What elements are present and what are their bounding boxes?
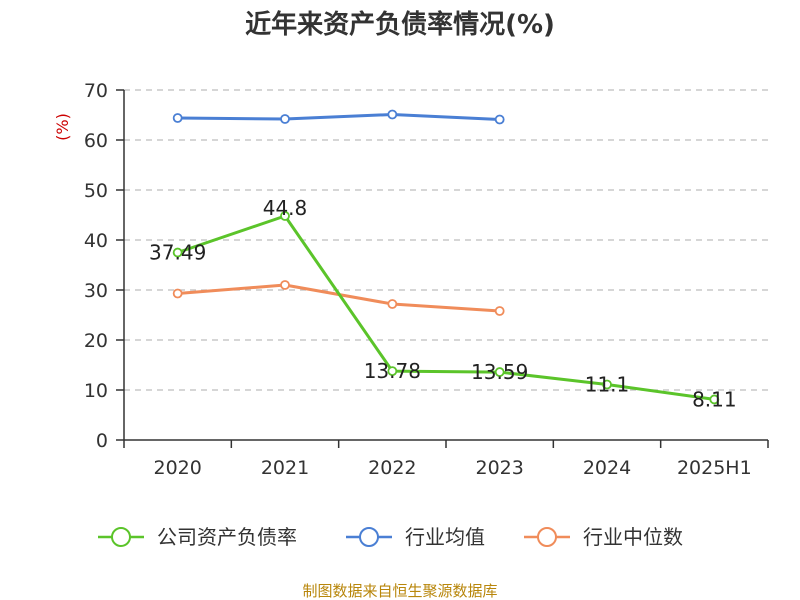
legend-label: 行业均值 (405, 525, 485, 549)
series-line (177, 214, 715, 401)
y-tick-label: 40 (84, 230, 108, 252)
data-label: 37.49 (149, 241, 206, 265)
x-tick-label: 2022 (368, 457, 416, 479)
y-tick-label: 20 (84, 330, 108, 352)
chart-title: 近年来资产负债率情况(%) (245, 9, 555, 40)
legend-item: 公司资产负债率 (98, 525, 297, 549)
series-line (177, 113, 500, 121)
y-tick-label: 50 (84, 180, 108, 202)
legend-marker (111, 527, 131, 547)
data-point (387, 366, 398, 377)
legend-marker (537, 527, 557, 547)
x-tick-label: 2020 (153, 457, 201, 479)
data-point (280, 280, 290, 290)
data-point (494, 114, 505, 125)
data-label: 8.11 (692, 387, 737, 411)
data-point (387, 299, 398, 309)
data-point (387, 109, 398, 120)
x-tick-label: 2024 (583, 457, 631, 479)
legend-label: 行业中位数 (583, 525, 683, 549)
data-labels: 37.49 44.8 13.78 13.59 11.1 8.11 (149, 196, 737, 411)
data-point (280, 114, 290, 124)
grid (124, 89, 768, 391)
data-point (494, 367, 505, 377)
y-tick-label: 30 (84, 280, 108, 302)
data-label: 13.78 (364, 359, 421, 383)
data-point (172, 288, 183, 299)
legend-label: 公司资产负债率 (157, 525, 297, 549)
data-point (494, 306, 505, 316)
data-label: 13.59 (471, 360, 528, 384)
x-tick-label: 2021 (261, 457, 309, 479)
data-point (709, 394, 720, 405)
source-note: 制图数据来自恒生聚源数据库 (302, 582, 497, 600)
y-tick-label: 60 (84, 130, 108, 152)
data-label: 44.8 (263, 196, 308, 220)
legend-item: 行业中位数 (524, 525, 683, 549)
data-label: 11.1 (585, 373, 630, 397)
data-point (280, 211, 290, 221)
series-line (177, 283, 500, 313)
legend-marker (359, 527, 379, 547)
axes: 0 10 20 30 40 50 60 70 2020 2021 2022 2023 2024 2025H… (84, 80, 769, 479)
y-tick-label: 70 (84, 80, 108, 102)
x-tick-label: 2023 (475, 457, 523, 479)
data-point (602, 379, 612, 390)
y-tick-label: 10 (84, 380, 108, 402)
series-layer (172, 109, 720, 405)
data-point (172, 113, 183, 123)
legend-item: 行业均值 (346, 525, 485, 549)
x-tick-label: 2025H1 (677, 457, 752, 479)
legend: 公司资产负债率 行业均值 行业中位数 (98, 525, 683, 549)
y-axis-unit: (%) (53, 113, 72, 141)
y-tick-label: 0 (96, 430, 108, 452)
data-point (172, 247, 183, 258)
